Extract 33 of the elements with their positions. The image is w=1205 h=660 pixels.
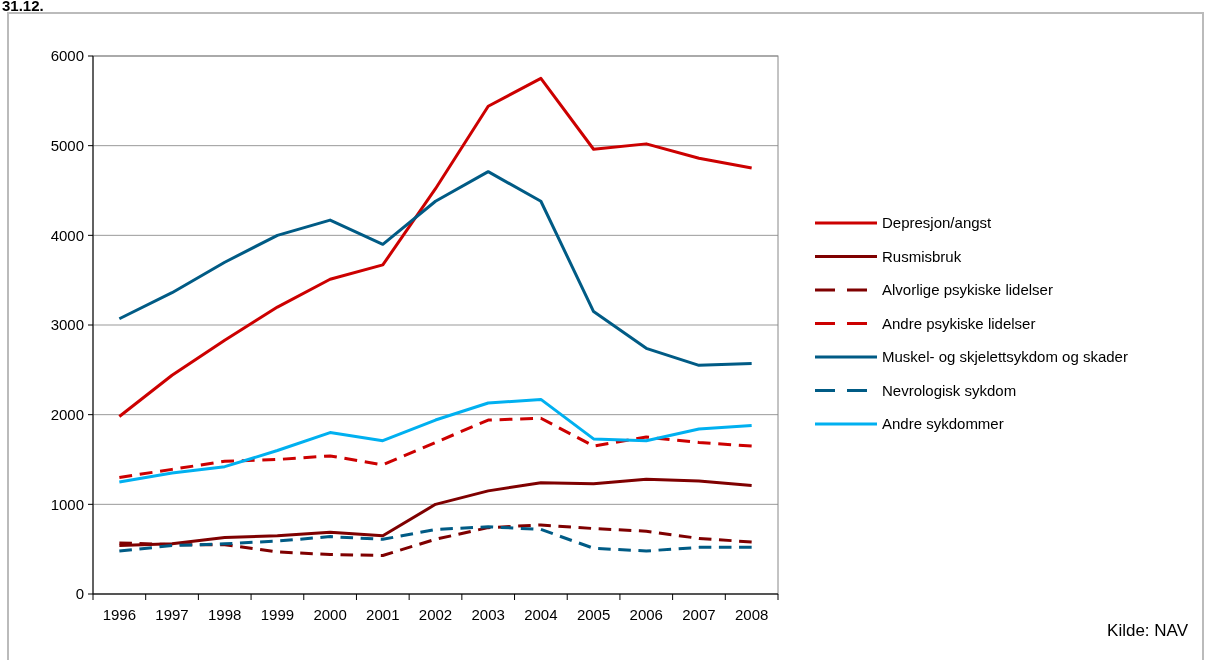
x-tick-label: 2002	[418, 606, 453, 623]
y-tick-label: 5000	[50, 136, 84, 154]
line-series	[117, 170, 754, 367]
x-tick-label: 1997	[155, 606, 189, 623]
x-tick-label: 2000	[313, 606, 347, 623]
x-tick-label: 2005	[576, 606, 611, 623]
x-tick-label: 1998	[208, 606, 242, 623]
x-tick-label: 2006	[629, 606, 663, 623]
line-series	[117, 76, 754, 418]
x-tick-label: 1999	[260, 606, 295, 623]
y-tick-label: 1000	[50, 495, 84, 513]
y-tick-label: 2000	[50, 405, 84, 423]
legend-label: Nevrologisk sykdom	[882, 381, 1017, 399]
x-tick-label: 1996	[102, 606, 137, 623]
text: Kilde: NAV	[1107, 621, 1189, 640]
y-tick-label: 4000	[50, 226, 84, 244]
legend-label: Depresjon/angst	[882, 214, 993, 232]
x-tick-label: 2008	[734, 606, 769, 623]
line-series	[117, 397, 754, 484]
x-tick-label: 2001	[366, 606, 400, 623]
y-tick-label: 6000	[50, 47, 84, 65]
y-tick-label: 0	[75, 585, 84, 603]
legend-label: Muskel- og skjelettsykdom og skader	[882, 348, 1128, 366]
legend-label: Andre sykdommer	[882, 415, 1004, 433]
chart-title: 31.12.	[2, 0, 44, 14]
x-tick-label: 2007	[682, 606, 716, 623]
x-tick-label: 2004	[524, 606, 558, 623]
legend-label: Andre psykiske lidelser	[882, 314, 1036, 332]
y-tick-label: 3000	[50, 316, 84, 334]
legend-label: Rusmisbruk	[882, 247, 962, 265]
line-series	[117, 416, 754, 479]
x-tick-label: 2003	[471, 606, 505, 623]
legend-label: Alvorlige psykiske lidelser	[882, 281, 1053, 299]
